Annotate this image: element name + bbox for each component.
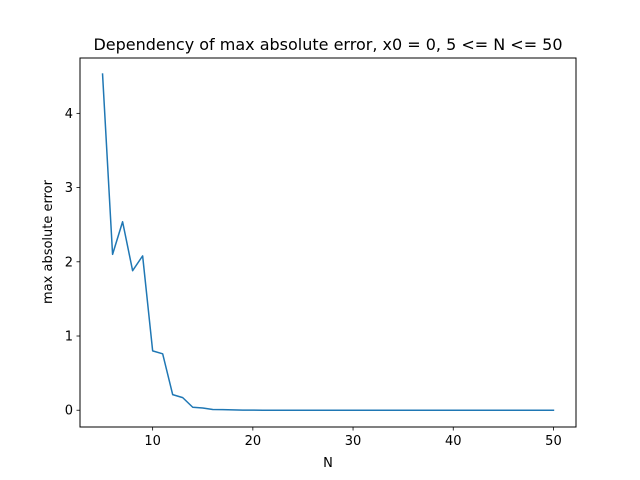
x-tick-label: 30 [345,434,362,449]
x-axis: 10 20 30 40 50 [144,427,562,449]
x-axis-label: N [323,456,333,471]
y-tick-label: 2 [65,255,73,270]
plot-area [101,73,555,411]
y-tick-label: 3 [65,181,73,196]
x-tick-label: 50 [545,434,562,449]
y-tick-label: 0 [65,404,73,419]
x-tick-label: 10 [144,434,161,449]
y-tick-label: 4 [65,107,73,122]
axes-frame [79,57,577,428]
chart-title: Dependency of max absolute error, x0 = 0… [93,35,562,54]
x-tick-label: 20 [245,434,262,449]
y-tick-label: 1 [65,330,73,345]
y-axis-label: max absolute error [41,179,56,304]
y-axis: 0 1 2 3 4 [65,107,80,419]
series-line-0 [101,73,555,411]
x-tick-label: 40 [445,434,462,449]
